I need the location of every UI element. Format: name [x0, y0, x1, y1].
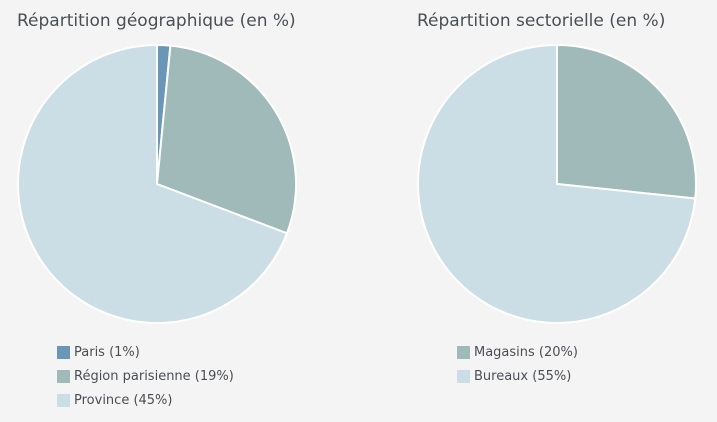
- geographic-chart: Répartition géographique (en %) Paris (1…: [0, 0, 358, 422]
- legend-item-paris: Paris (1%): [57, 340, 234, 364]
- pie-slice-province: [17, 44, 288, 324]
- legend-label: Paris (1%): [74, 344, 140, 360]
- legend-label: Région parisienne (19%): [74, 368, 234, 384]
- sector-pie: [417, 44, 697, 324]
- chart-title: Répartition géographique (en %): [17, 11, 296, 31]
- legend-item-bureaux: Bureaux (55%): [457, 364, 578, 388]
- pie-slice-région-parisienne: [156, 44, 297, 235]
- geographic-legend: Paris (1%) Région parisienne (19%) Provi…: [57, 340, 234, 412]
- legend-swatch: [457, 369, 470, 383]
- legend-item-magasins: Magasins (20%): [457, 340, 578, 364]
- legend-swatch: [457, 345, 470, 359]
- legend-label: Magasins (20%): [474, 344, 578, 360]
- chart-title: Répartition sectorielle (en %): [417, 11, 666, 31]
- legend-label: Bureaux (55%): [474, 368, 572, 384]
- sector-chart: Répartition sectorielle (en %) Magasins …: [400, 0, 717, 422]
- legend-swatch: [57, 345, 70, 359]
- pie-slice-bureaux: [417, 44, 697, 324]
- sector-legend: Magasins (20%) Bureaux (55%): [457, 340, 578, 388]
- geographic-pie: [17, 44, 297, 324]
- pie-slice-magasins: [556, 44, 697, 200]
- legend-swatch: [57, 369, 70, 383]
- legend-swatch: [57, 393, 70, 407]
- legend-item-province: Province (45%): [57, 388, 234, 412]
- legend-label: Province (45%): [74, 392, 173, 408]
- legend-item-region-parisienne: Région parisienne (19%): [57, 364, 234, 388]
